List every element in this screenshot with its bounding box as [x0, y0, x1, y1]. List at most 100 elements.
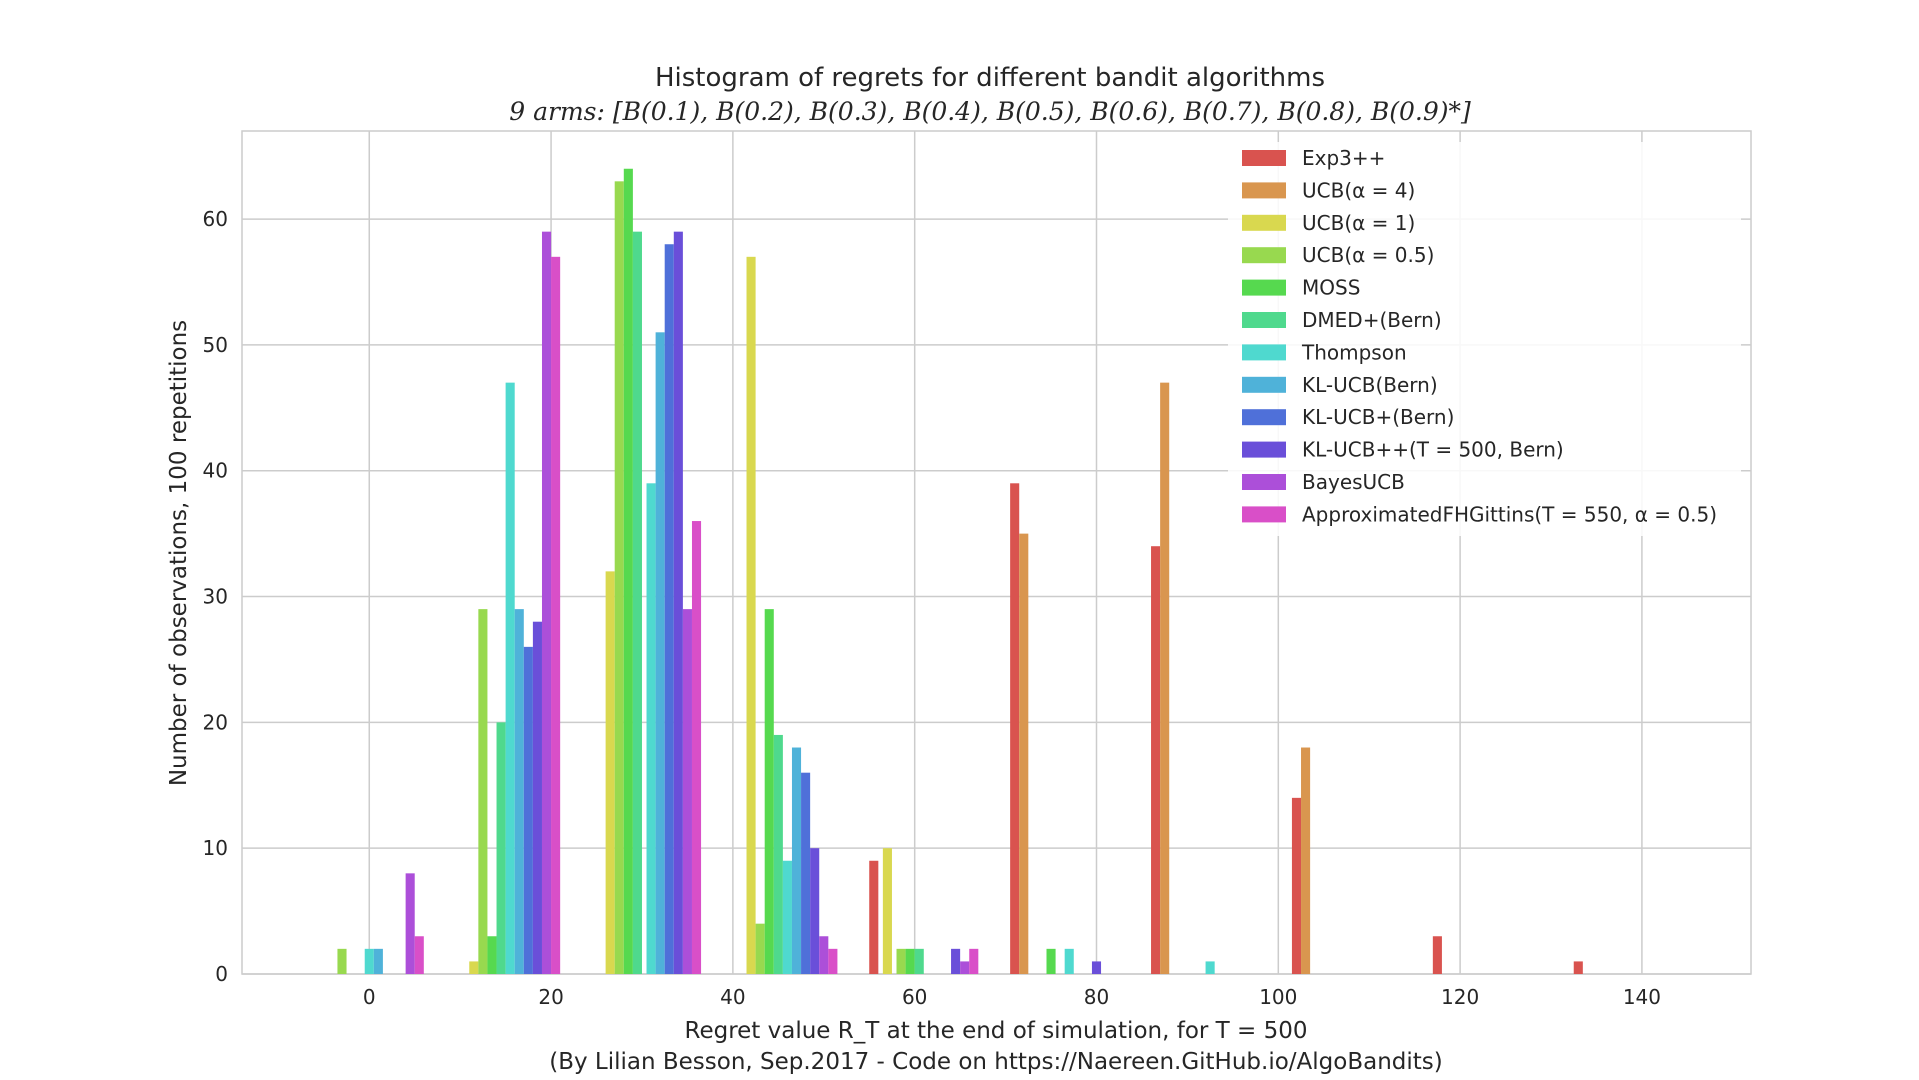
histogram-bar — [1091, 961, 1102, 974]
histogram-bar — [755, 923, 765, 974]
histogram-bar — [364, 948, 374, 974]
legend-label: UCB(α = 0.5) — [1302, 243, 1434, 267]
histogram-bar — [1064, 948, 1074, 974]
histogram-bar — [869, 860, 879, 974]
legend-label: Thompson — [1301, 340, 1407, 364]
chart-subtitle: 9 arms: [B(0.1), B(0.2), B(0.3), B(0.4),… — [509, 97, 1471, 126]
histogram-bar — [632, 231, 642, 974]
legend-label: KL-UCB(Bern) — [1302, 373, 1438, 397]
y-tick-label: 20 — [203, 710, 228, 734]
y-tick-label: 10 — [203, 836, 228, 860]
x-tick-label: 40 — [720, 985, 745, 1009]
legend-box — [1228, 142, 1741, 536]
histogram-bar — [810, 848, 820, 974]
legend-swatch — [1242, 474, 1286, 490]
legend-label: UCB(α = 4) — [1302, 178, 1415, 202]
histogram-bar — [1046, 948, 1056, 974]
x-tick-label: 60 — [902, 985, 927, 1009]
x-tick-label: 20 — [538, 985, 563, 1009]
histogram-bar — [623, 168, 633, 974]
legend-label: DMED+(Bern) — [1302, 308, 1442, 332]
y-tick-label: 30 — [203, 585, 228, 609]
y-tick-label: 40 — [203, 459, 228, 483]
histogram-bar — [969, 948, 979, 974]
histogram-bar — [469, 961, 479, 974]
legend-swatch — [1242, 441, 1286, 458]
histogram-bar — [373, 948, 383, 974]
legend-swatch — [1242, 214, 1286, 231]
histogram-bar — [1432, 936, 1442, 974]
legend-label: Exp3++ — [1302, 146, 1385, 170]
histogram-bar — [691, 521, 702, 974]
histogram-bar — [505, 382, 515, 974]
y-tick-labels: 0 10 20 30 40 50 60 — [203, 207, 228, 986]
histogram-bar — [791, 747, 802, 974]
legend-label: MOSS — [1302, 276, 1360, 300]
x-tick-label: 100 — [1259, 985, 1297, 1009]
histogram-bar — [673, 231, 683, 974]
legend: Exp3++ UCB(α = 4) UCB(α = 1) UCB(α = 0.5) MO… — [1228, 142, 1741, 536]
histogram-bar — [337, 948, 347, 974]
x-tick-label: 120 — [1441, 985, 1479, 1009]
legend-swatch — [1242, 312, 1286, 328]
histogram-bar — [951, 948, 961, 974]
histogram-bar — [405, 873, 415, 974]
histogram-bar — [646, 483, 656, 974]
histogram-bar — [514, 609, 524, 974]
y-tick-label: 0 — [215, 962, 228, 986]
x-axis-label: Regret value R_T at the end of simulatio… — [685, 1018, 1308, 1044]
histogram-bar — [828, 948, 838, 974]
histogram-bar — [523, 646, 533, 974]
chart-title: Histogram of regrets for different bandi… — [655, 63, 1325, 93]
histogram-bar — [532, 621, 542, 974]
histogram-bar — [1019, 533, 1029, 974]
legend-entries: Exp3++ UCB(α = 4) UCB(α = 1) UCB(α = 0.5) MO… — [1242, 146, 1717, 526]
x-tick-labels: 0 20 40 60 80 100 120 140 — [363, 985, 1661, 1009]
histogram-bar — [496, 722, 506, 974]
x-tick-label: 80 — [1084, 985, 1109, 1009]
histogram-bar — [1301, 747, 1311, 974]
legend-swatch — [1242, 344, 1286, 361]
legend-swatch — [1242, 279, 1286, 296]
bars-layer — [337, 168, 1583, 975]
y-axis-label: Number of observations, 100 repetitions — [166, 320, 192, 786]
footer-credit: (By Lilian Besson, Sep.2017 - Code on ht… — [549, 1049, 1443, 1075]
histogram-bar — [478, 609, 488, 974]
histogram-bar — [801, 772, 811, 974]
legend-swatch — [1242, 247, 1286, 264]
histogram-bar — [960, 961, 970, 974]
y-tick-label: 50 — [203, 333, 228, 357]
histogram-bar — [551, 256, 561, 974]
histogram-bar — [605, 571, 615, 974]
legend-label: ApproximatedFHGittins(T = 550, α = 0.5) — [1302, 502, 1717, 526]
histogram-bar — [882, 848, 892, 974]
histogram-bar — [414, 936, 424, 974]
histogram-bar — [1151, 546, 1161, 974]
legend-label: KL-UCB++(T = 500, Bern) — [1302, 438, 1564, 462]
legend-swatch — [1242, 182, 1286, 199]
histogram-bar — [764, 609, 774, 974]
histogram-bar — [614, 181, 624, 974]
legend-label: KL-UCB+(Bern) — [1302, 405, 1454, 429]
histogram-bar — [487, 936, 497, 974]
histogram-bar — [1573, 961, 1583, 974]
histogram-bar — [896, 948, 906, 974]
histogram-bar — [773, 734, 783, 974]
histogram-bar — [541, 231, 552, 974]
histogram-bar — [664, 244, 674, 975]
x-tick-label: 0 — [363, 985, 376, 1009]
histogram-bar — [905, 948, 915, 974]
legend-label: BayesUCB — [1302, 470, 1405, 494]
x-tick-label: 140 — [1623, 985, 1661, 1009]
histogram-bar — [1291, 797, 1302, 974]
histogram-bar — [1010, 483, 1020, 974]
histogram-bar — [1205, 961, 1215, 974]
legend-swatch — [1242, 506, 1286, 523]
histogram-bar — [819, 936, 829, 974]
histogram-bar — [782, 860, 792, 974]
legend-swatch — [1242, 150, 1286, 166]
legend-swatch — [1242, 376, 1286, 393]
y-tick-label: 60 — [203, 207, 228, 231]
legend-label: UCB(α = 1) — [1302, 211, 1415, 235]
